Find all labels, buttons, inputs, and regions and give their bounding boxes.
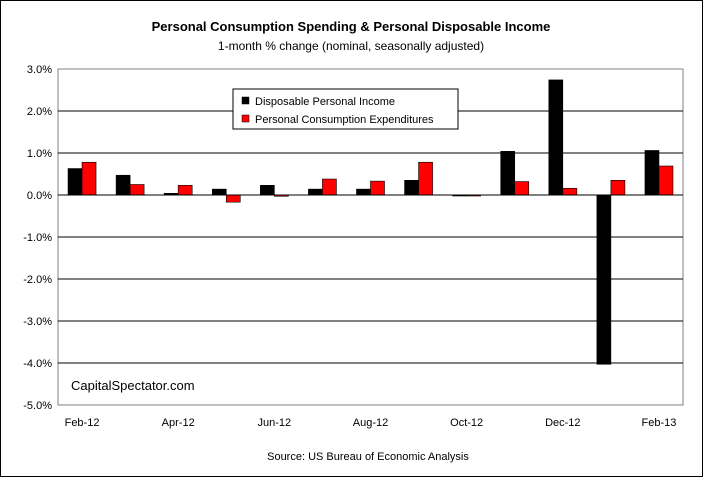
x-tick-label: Jun-12 — [258, 417, 292, 429]
x-tick-label: Oct-12 — [450, 417, 483, 429]
y-tick-label: 1.0% — [27, 148, 52, 160]
bar-consumption — [81, 161, 97, 196]
bar-consumption — [225, 194, 241, 203]
y-tick-label: -3.0% — [23, 316, 52, 328]
chart-subtitle: 1-month % change (nominal, seasonally ad… — [218, 39, 484, 53]
x-tick-label: Feb-13 — [642, 417, 677, 429]
legend-label-consumption: Personal Consumption Expenditures — [255, 114, 434, 126]
watermark: CapitalSpectator.com — [71, 378, 195, 393]
bar-consumption — [370, 180, 385, 196]
y-tick-label: -5.0% — [23, 400, 52, 412]
bar-disposable-income — [260, 185, 275, 196]
bar-disposable-income — [404, 180, 419, 196]
x-tick-label: Feb-12 — [65, 417, 100, 429]
bar-consumption — [514, 181, 530, 196]
y-axis-ticks: 3.0% 2.0% 1.0% 0.0% -1.0% -2.0% -3.0% -4.0% -5.0… — [23, 64, 52, 412]
y-tick-label: -4.0% — [23, 358, 52, 370]
source-note: Source: US Bureau of Economic Analysis — [267, 451, 469, 463]
y-tick-label: -1.0% — [23, 232, 52, 244]
legend-label-income: Disposable Personal Income — [255, 96, 395, 108]
bar-disposable-income — [500, 151, 516, 196]
bar-disposable-income — [115, 174, 131, 196]
bar-disposable-income — [356, 188, 371, 196]
bar-consumption — [177, 185, 193, 196]
bar-disposable-income — [596, 194, 612, 365]
gridlines — [58, 110, 683, 364]
bar-consumption — [129, 184, 145, 196]
bar-disposable-income — [67, 168, 83, 196]
legend-swatch-income — [241, 96, 250, 105]
bar-disposable-income — [308, 188, 323, 196]
bar-consumption — [658, 165, 674, 196]
bar-disposable-income — [548, 79, 564, 196]
x-tick-label: Dec-12 — [545, 417, 580, 429]
bar-consumption — [418, 161, 433, 196]
bar-disposable-income — [211, 188, 227, 196]
x-axis-ticks: Feb-12 Apr-12 Jun-12 Aug-12 Oct-12 Dec-12 Feb-… — [65, 417, 677, 429]
bar-consumption — [562, 187, 578, 196]
bar-consumption — [322, 178, 337, 196]
y-tick-label: 0.0% — [27, 190, 52, 202]
bar-disposable-income — [644, 150, 660, 196]
x-tick-label: Aug-12 — [353, 417, 388, 429]
bar-consumption — [610, 180, 626, 196]
x-tick-label: Apr-12 — [162, 417, 195, 429]
legend: Disposable Personal Income Personal Cons… — [232, 88, 459, 130]
y-tick-label: 3.0% — [27, 64, 52, 76]
y-tick-label: 2.0% — [27, 106, 52, 118]
legend-swatch-consumption — [241, 114, 250, 123]
y-tick-label: -2.0% — [23, 274, 52, 286]
chart-title: Personal Consumption Spending & Personal… — [152, 19, 551, 34]
legend-box — [232, 88, 459, 130]
